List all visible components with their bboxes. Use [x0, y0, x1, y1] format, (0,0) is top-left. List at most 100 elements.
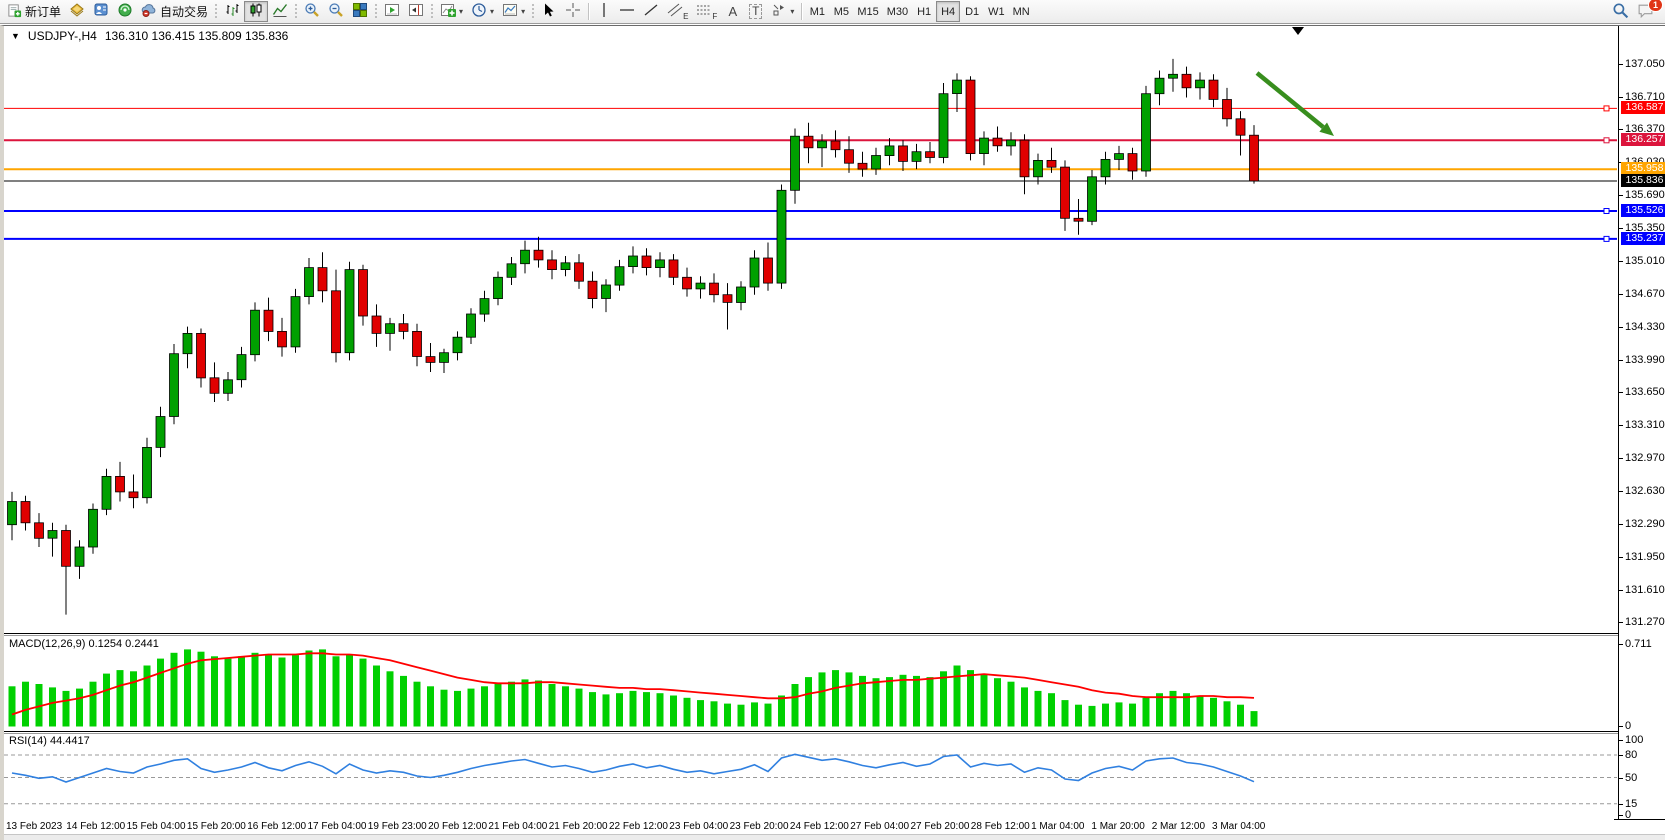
rsi-name: RSI(14) [9, 735, 47, 747]
time-label: 17 Feb 04:00 [307, 821, 367, 832]
notifications-button[interactable]: 1 [1633, 0, 1663, 22]
chart-shift-marker[interactable] [1292, 27, 1304, 35]
price-tick: 135.010 [1619, 254, 1665, 267]
level-anchor[interactable] [1603, 208, 1610, 214]
price-level-badge: 136.257 [1621, 133, 1665, 147]
vertical-line-button[interactable] [592, 1, 615, 22]
add-indicator-icon [440, 2, 457, 21]
trend-arrow[interactable] [1255, 71, 1325, 129]
add-indicator-button[interactable]: ▾ [436, 1, 467, 22]
candlestick-chart-button[interactable] [244, 1, 269, 22]
time-label: 1 Mar 04:00 [1031, 821, 1085, 832]
clock-icon [471, 2, 487, 21]
price-tick: 131.270 [1619, 616, 1665, 629]
level-anchor[interactable] [1603, 137, 1610, 144]
templates-button[interactable]: ▾ [498, 1, 529, 22]
time-label: 15 Feb 20:00 [186, 821, 246, 832]
periods-button[interactable]: ▾ [467, 1, 498, 22]
collapse-triangle-icon[interactable]: ▼ [11, 31, 20, 41]
vertical-line-icon [597, 2, 611, 21]
price-tick: 134.330 [1619, 320, 1665, 333]
timeframe-label: D1 [965, 5, 980, 18]
bar-chart-button[interactable] [220, 1, 244, 22]
zoom-out-icon [328, 2, 344, 21]
price-tick: 135.350 [1619, 222, 1665, 234]
auto-scroll-button[interactable] [380, 1, 404, 22]
navigator-button[interactable] [113, 1, 137, 22]
price-level-badge: 135.237 [1621, 231, 1665, 245]
timeframe-w1[interactable]: W1 [984, 1, 1009, 22]
search-button[interactable] [1608, 1, 1633, 22]
horizontal-line-button[interactable] [615, 1, 639, 22]
time-label: 23 Feb 04:00 [669, 821, 729, 832]
market-watch-button[interactable] [65, 1, 89, 22]
candlestick-chart-icon [248, 2, 264, 21]
toolbar-grip [374, 3, 379, 20]
data-window-button[interactable] [89, 1, 113, 22]
timeframe-label: MN [1012, 5, 1030, 18]
trendline-icon [643, 2, 659, 21]
rsi-line [11, 753, 1255, 783]
crosshair-button[interactable] [561, 1, 585, 22]
trend-arrow-head[interactable] [1319, 122, 1334, 137]
bar-chart-icon [224, 2, 240, 21]
fibonacci-button[interactable]: F [692, 1, 721, 22]
price-tick: 132.630 [1619, 484, 1665, 497]
time-label: 3 Mar 04:00 [1212, 821, 1266, 832]
timeframe-h4[interactable]: H4 [936, 1, 961, 22]
toolbar-separator [588, 3, 590, 20]
price-tick: 131.950 [1619, 550, 1665, 563]
zoom-out-button[interactable] [324, 1, 348, 22]
label-tool-button[interactable]: T [744, 1, 767, 22]
rsi-pane[interactable] [4, 734, 1618, 819]
time-label: 16 Feb 12:00 [247, 821, 307, 832]
price-tick: 135.690 [1619, 189, 1665, 202]
timeframe-h1[interactable]: H1 [912, 1, 936, 22]
auto-trading-button[interactable]: 自动交易 [137, 1, 212, 22]
search-icon [1612, 2, 1629, 22]
chart-shift-button[interactable] [404, 1, 428, 22]
macd-pane[interactable] [4, 636, 1618, 731]
pane-separator [4, 635, 1665, 636]
level-anchor[interactable] [1603, 235, 1610, 242]
channel-button[interactable]: E [663, 1, 692, 22]
line-chart-button[interactable] [268, 1, 292, 22]
pane-separator[interactable] [4, 633, 1665, 634]
shapes-caret: ▾ [790, 6, 795, 16]
tile-windows-button[interactable] [348, 1, 372, 22]
timeframe-m1[interactable]: M1 [805, 1, 829, 22]
price-axis[interactable]: 137.050136.710136.370136.030135.690135.3… [1618, 26, 1665, 821]
price-pane[interactable] [4, 26, 1618, 633]
cursor-button[interactable] [537, 1, 561, 22]
new-order-button[interactable]: 新订单 [3, 1, 65, 22]
price-tick: 134.670 [1619, 287, 1665, 300]
timeframe-d1[interactable]: D1 [960, 1, 984, 22]
time-axis[interactable]: 13 Feb 2023 14 Feb 12:00 15 Feb 04:00 15 Fe… [4, 819, 1614, 836]
timeframe-m15[interactable]: M15 [853, 1, 882, 22]
trendline-button[interactable] [639, 1, 663, 22]
template-icon [502, 2, 518, 21]
bottom-scroll-strip [4, 834, 1665, 840]
time-label: 2 Mar 12:00 [1151, 821, 1206, 832]
fibonacci-icon [696, 2, 712, 21]
timeframe-mn[interactable]: MN [1009, 1, 1034, 22]
timeframe-m5[interactable]: M5 [829, 1, 853, 22]
pane-separator[interactable] [4, 731, 1665, 732]
zoom-in-button[interactable] [300, 1, 324, 22]
data-window-icon [93, 2, 109, 21]
level-anchor[interactable] [1603, 105, 1610, 112]
rsi-tick: 100 [1618, 734, 1644, 746]
shapes-button[interactable]: ▾ [767, 1, 798, 22]
auto-trading-icon [141, 2, 157, 21]
timeframe-label: M30 [886, 5, 909, 18]
time-label: 22 Feb 12:00 [609, 821, 668, 832]
price-level-badge: 135.526 [1621, 204, 1665, 217]
auto-scroll-icon [384, 2, 400, 21]
macd-tick: 0 [1618, 720, 1632, 732]
timeframe-m30[interactable]: M30 [883, 1, 912, 22]
time-label: 15 Feb 04:00 [126, 821, 186, 832]
new-order-icon [7, 3, 22, 21]
text-tool-button[interactable]: A [721, 1, 744, 22]
timeframe-label: M5 [833, 5, 849, 18]
